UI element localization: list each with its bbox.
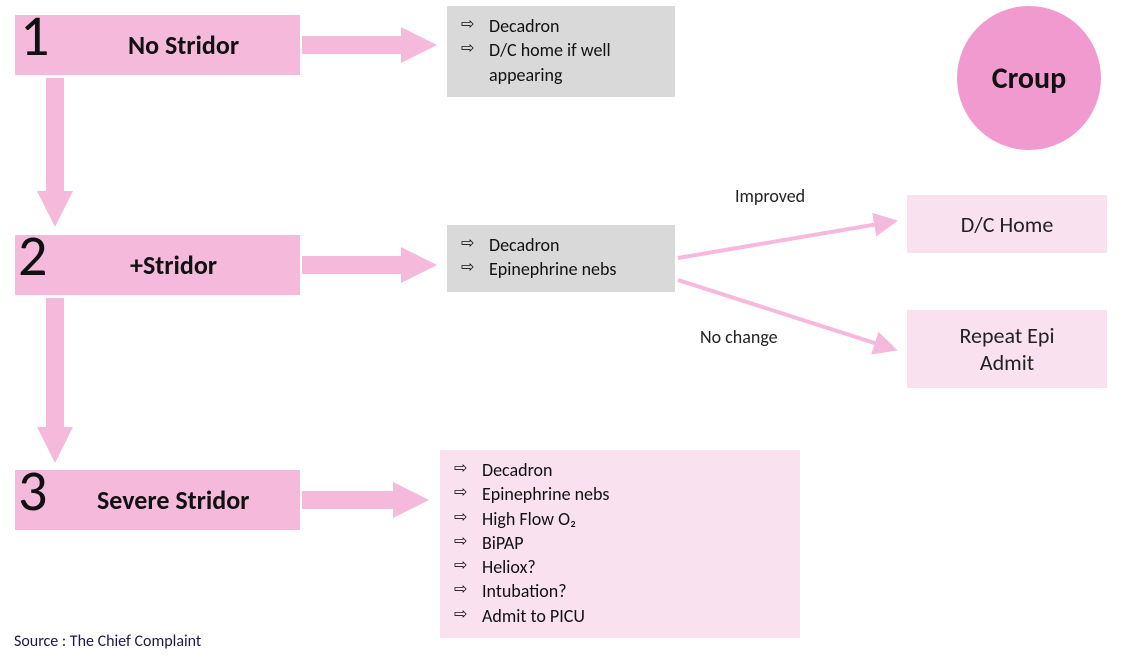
outcome-nochange-box: Repeat Epi Admit [907, 310, 1107, 388]
treatment-box-1: Decadron D/C home if well appearing [447, 6, 675, 97]
outcome-improved-box: D/C Home [907, 195, 1107, 253]
title-text: Croup [992, 60, 1067, 97]
treatment-box-3: Decadron Epinephrine nebs High Flow O₂ B… [440, 450, 800, 638]
tx1-item: Decadron [461, 14, 661, 38]
stage-1-number: 1 [20, 7, 49, 65]
stage-3-box: 3 Severe Stridor [15, 470, 300, 530]
tx3-item: BiPAP [454, 531, 786, 555]
tx3-item: Admit to PICU [454, 604, 786, 628]
title-badge: Croup [957, 6, 1101, 150]
stage-1-box: 1 No Stridor [15, 15, 300, 75]
stage-2-label: +Stridor [130, 249, 217, 281]
arrow-to-improved [678, 222, 890, 258]
stage-3-number: 3 [18, 462, 47, 520]
outcome-nochange-line1: Repeat Epi [959, 322, 1054, 350]
edge-label-nochange: No change [700, 326, 778, 348]
outcome-nochange-line2: Admit [980, 349, 1034, 377]
tx2-item: Decadron [461, 233, 661, 257]
tx3-item: Epinephrine nebs [454, 482, 786, 506]
edge-label-improved: Improved [735, 185, 805, 207]
tx3-item: Intubation? [454, 579, 786, 603]
stage-2-number: 2 [18, 227, 47, 285]
tx3-item: Decadron [454, 458, 786, 482]
stage-2-box: 2 +Stridor [15, 235, 300, 295]
source-citation: Source : The Chief Complaint [14, 632, 201, 651]
tx2-item: Epinephrine nebs [461, 257, 661, 281]
stage-3-label: Severe Stridor [97, 484, 249, 516]
tx3-item: Heliox? [454, 555, 786, 579]
tx3-item: High Flow O₂ [454, 507, 786, 531]
tx1-item: D/C home if well appearing [461, 38, 661, 87]
outcome-improved-text: D/C Home [961, 211, 1054, 238]
treatment-box-2: Decadron Epinephrine nebs [447, 225, 675, 292]
stage-1-label: No Stridor [128, 29, 239, 61]
